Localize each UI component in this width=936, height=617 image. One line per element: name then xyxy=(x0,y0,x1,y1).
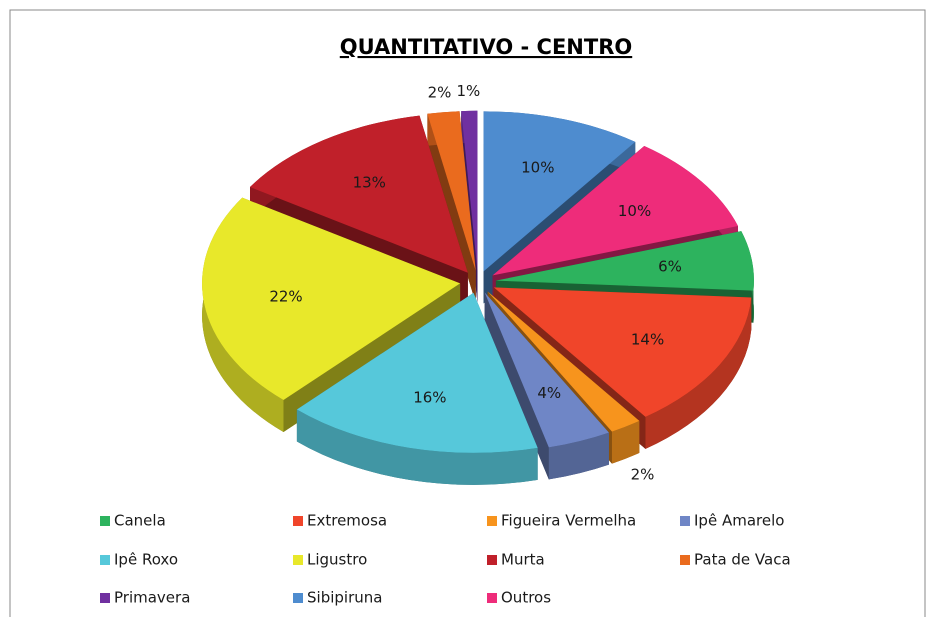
chart-title: QUANTITATIVO - CENTRO xyxy=(340,35,632,59)
legend-swatch xyxy=(293,516,303,526)
pie: 6%14%2%4%16%22%13%2% 1%10%10% xyxy=(202,82,754,485)
legend-label: Outros xyxy=(501,589,551,607)
legend-label: Primavera xyxy=(114,589,190,607)
slice-wall xyxy=(296,409,538,485)
legend-label: Ipê Amarelo xyxy=(694,512,784,530)
legend-label: Figueira Vermelha xyxy=(501,512,636,530)
legend-swatch xyxy=(100,555,110,565)
slice-wall xyxy=(202,197,284,433)
legend-label: Extremosa xyxy=(307,512,387,530)
slice xyxy=(296,292,538,453)
slice xyxy=(487,291,640,432)
data-label: 6% xyxy=(658,257,682,275)
slice xyxy=(493,287,752,417)
legend-label: Sibipiruna xyxy=(307,589,382,607)
slice xyxy=(484,292,609,448)
legend-swatch xyxy=(680,516,690,526)
legend-label: Pata de Vaca xyxy=(694,551,791,569)
legend-swatch xyxy=(293,593,303,603)
data-label: 4% xyxy=(537,384,561,402)
data-label: 2% xyxy=(631,465,655,483)
slice xyxy=(250,115,468,273)
slice xyxy=(495,231,754,291)
data-label: 10% xyxy=(618,202,651,220)
slice xyxy=(427,111,476,271)
data-label: 13% xyxy=(353,173,386,191)
data-label: 14% xyxy=(631,330,664,348)
slice xyxy=(202,197,461,401)
data-label: 2% xyxy=(428,84,452,102)
slice-wall xyxy=(645,297,752,449)
legend-swatch xyxy=(293,555,303,565)
legend: Canela Extremosa Figueira Vermelha Ipê Amar… xyxy=(100,512,791,607)
slice xyxy=(492,145,738,276)
slice-wall xyxy=(548,432,609,480)
legend-swatch xyxy=(487,516,497,526)
slice-side xyxy=(427,113,476,303)
legend-swatch xyxy=(100,593,110,603)
legend-label: Murta xyxy=(501,551,545,569)
legend-label: Ipê Roxo xyxy=(114,551,178,569)
legend-swatch xyxy=(487,593,497,603)
slice-side xyxy=(484,292,549,480)
legend-swatch xyxy=(100,516,110,526)
slice xyxy=(483,111,636,272)
legend-swatch xyxy=(680,555,690,565)
legend-label: Canela xyxy=(114,512,166,530)
legend-swatch xyxy=(487,555,497,565)
data-label: 22% xyxy=(269,288,302,306)
legend-label: Ligustro xyxy=(307,551,367,569)
data-label: 1% xyxy=(456,82,480,100)
data-label: 10% xyxy=(521,158,554,176)
slice xyxy=(461,110,478,271)
slice-wall xyxy=(611,420,640,464)
data-label: 16% xyxy=(413,389,446,407)
